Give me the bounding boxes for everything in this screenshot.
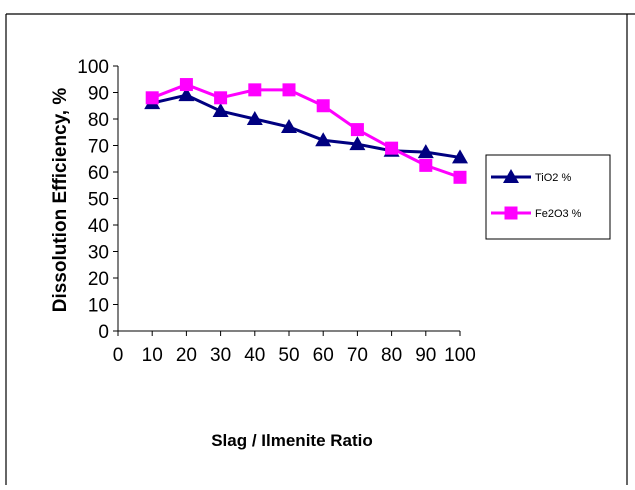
y-tick-label: 100 [77,57,109,78]
data-point-triangle [281,118,297,133]
series-layer [144,78,468,184]
series-line [151,93,461,159]
data-point-triangle [212,103,229,118]
x-tick-label: 80 [381,345,402,366]
x-tick-label: 20 [176,345,197,366]
data-point-triangle [178,87,195,102]
data-point-triangle [246,111,263,125]
legend: TiO2 % Fe2O3 % [485,154,611,240]
legend-box [485,154,611,240]
y-axis-title: Dissolution Efficiency, % [50,88,71,313]
axes [117,66,460,332]
legend-label: TiO2 % [535,172,571,184]
data-point-square [282,83,296,97]
legend-items: TiO2 % Fe2O3 % [491,169,582,220]
y-tick-label: 20 [88,269,109,290]
y-tick-label: 40 [88,216,109,237]
legend-item: Fe2O3 % [491,206,582,220]
x-axis-title: Slag / Ilmenite Ratio [211,431,373,450]
series-tio2 [144,87,468,164]
series-fe2o3 [145,78,467,184]
y-tick-label: 50 [88,190,109,211]
x-tick-label: 30 [210,345,231,366]
y-tick-label: 10 [88,296,109,317]
x-tick-label: 100 [444,345,476,366]
legend-item: TiO2 % [491,169,571,184]
x-ticks: 0 10 20 30 40 50 60 70 80 90 100 [113,331,476,366]
data-point-square [248,83,262,97]
legend-label: Fe2O3 % [535,208,582,220]
y-tick-label: 0 [98,322,109,343]
legend-marker-square [504,206,518,220]
data-point-square [350,123,364,137]
chart-border [5,13,635,485]
data-point-triangle [417,144,434,159]
x-tick-label: 40 [244,345,265,366]
x-tick-label: 50 [278,345,299,366]
data-point-square [385,141,399,155]
legend-marker-triangle [503,169,519,183]
y-tick-label: 30 [88,243,109,264]
data-point-square [214,91,228,105]
x-tick-label: 70 [347,345,368,366]
y-tick-label: 80 [88,110,109,131]
y-tick-label: 90 [88,84,109,105]
x-tick-label: 0 [113,345,124,366]
data-point-square [419,158,433,172]
data-point-square [145,91,159,105]
data-point-triangle [315,132,332,147]
series-line [151,83,461,179]
x-tick-label: 10 [142,345,163,366]
data-point-square [316,99,330,113]
data-point-triangle [452,149,468,164]
x-tick-label: 90 [415,345,436,366]
x-tick-label: 60 [313,345,334,366]
y-ticks: 0 10 20 30 40 50 60 70 80 90 100 [77,57,118,343]
data-point-square [453,170,467,184]
y-tick-label: 60 [88,163,109,184]
data-point-square [179,78,193,92]
data-point-triangle [349,136,366,151]
y-tick-label: 70 [88,137,109,158]
